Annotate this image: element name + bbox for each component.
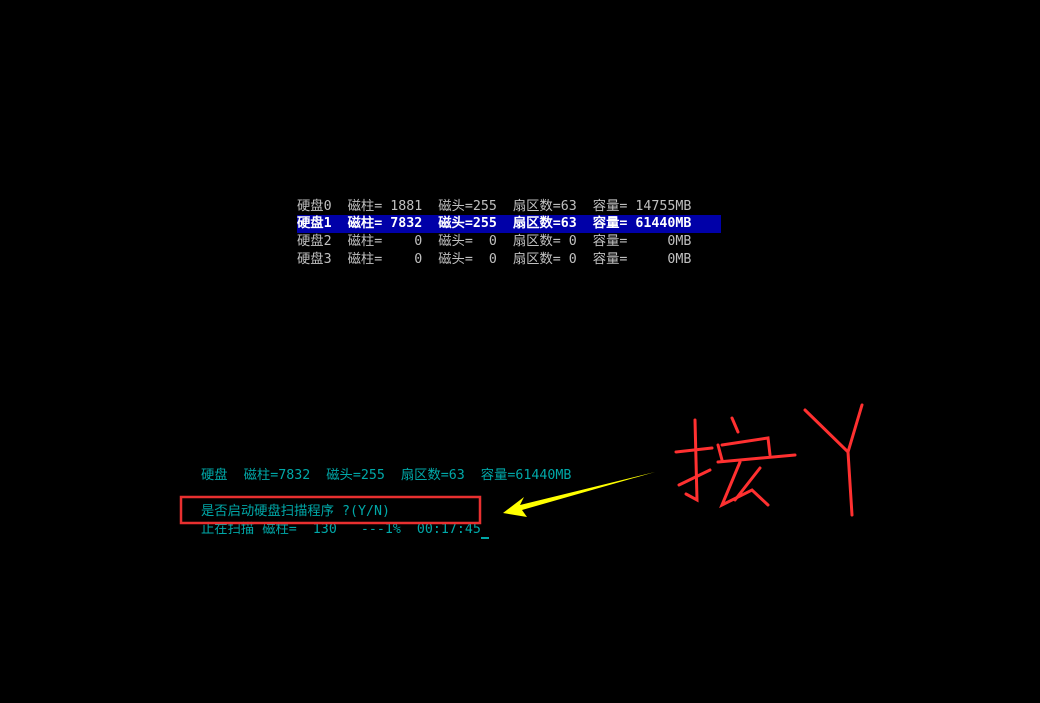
disk-row-1-selected[interactable]: 硬盘1 磁柱= 7832 磁头=255 扇区数=63 容量= 61440MB (297, 215, 721, 233)
scan-prompt: 是否启动硬盘扫描程序 ?(Y/N) (201, 504, 391, 519)
disk-summary: 硬盘 磁柱=7832 磁头=255 扇区数=63 容量=61440MB (201, 468, 572, 483)
scan-status: 止在扫描 磁柱= 130 ---1% 00:17:45 (201, 522, 481, 537)
disk-row-2[interactable]: 硬盘2 磁柱= 0 磁头= 0 扇区数= 0 容量= 0MB (297, 234, 692, 249)
disk-row-0[interactable]: 硬盘0 磁柱= 1881 磁头=255 扇区数=63 容量= 14755MB (297, 199, 692, 214)
text-cursor (480, 523, 489, 539)
arrow-icon (503, 472, 655, 517)
handwritten-press-y (674, 403, 864, 517)
scan-status-line: 止在扫描 磁柱= 130 ---1% 00:17:45 (201, 521, 489, 539)
disk-row-3[interactable]: 硬盘3 磁柱= 0 磁头= 0 扇区数= 0 容量= 0MB (297, 252, 692, 267)
highlight-box (179, 495, 482, 525)
